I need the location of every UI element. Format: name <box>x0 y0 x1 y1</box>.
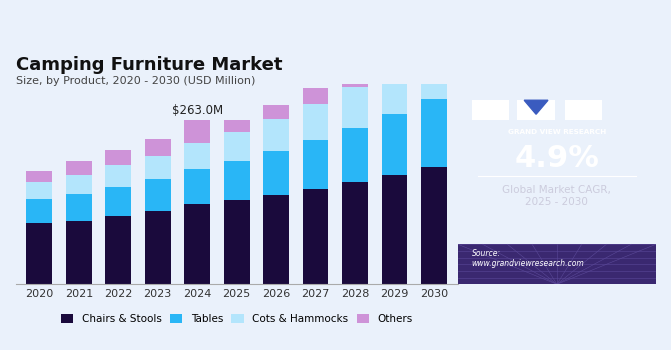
Bar <box>303 140 329 189</box>
Bar <box>382 114 407 175</box>
FancyBboxPatch shape <box>517 100 555 120</box>
Bar <box>105 187 131 216</box>
Bar <box>66 161 92 175</box>
Text: Source:
www.grandviewresearch.com: Source: www.grandviewresearch.com <box>472 248 584 268</box>
Bar <box>382 175 407 284</box>
Bar <box>185 204 210 284</box>
Bar <box>66 220 92 284</box>
Bar <box>105 150 131 166</box>
Bar <box>224 120 250 132</box>
Bar <box>185 169 210 204</box>
Bar <box>342 182 368 284</box>
Bar <box>382 69 407 114</box>
Bar <box>263 151 289 195</box>
Bar <box>224 200 250 284</box>
Bar <box>145 139 170 156</box>
Bar <box>224 132 250 161</box>
Bar <box>421 167 447 284</box>
Polygon shape <box>524 100 548 114</box>
Bar <box>26 223 52 284</box>
Bar <box>303 88 329 104</box>
FancyBboxPatch shape <box>458 244 656 284</box>
Text: Global Market CAGR,
2025 - 2030: Global Market CAGR, 2025 - 2030 <box>503 186 611 207</box>
Bar <box>26 199 52 223</box>
Bar <box>263 119 289 151</box>
Bar <box>26 170 52 182</box>
Bar <box>105 166 131 187</box>
Bar <box>263 195 289 284</box>
Bar <box>66 194 92 220</box>
Text: GRAND VIEW RESEARCH: GRAND VIEW RESEARCH <box>508 129 606 135</box>
Bar <box>185 120 210 143</box>
Bar <box>303 189 329 284</box>
Bar <box>421 26 447 49</box>
Bar <box>342 88 368 128</box>
Bar <box>342 70 368 88</box>
Text: 4.9%: 4.9% <box>515 144 599 173</box>
Bar <box>382 49 407 69</box>
FancyBboxPatch shape <box>565 100 603 120</box>
Bar <box>185 143 210 169</box>
Text: Size, by Product, 2020 - 2030 (USD Million): Size, by Product, 2020 - 2030 (USD Milli… <box>15 76 255 86</box>
Bar <box>224 161 250 200</box>
Text: $263.0M: $263.0M <box>172 104 223 117</box>
Legend: Chairs & Stools, Tables, Cots & Hammocks, Others: Chairs & Stools, Tables, Cots & Hammocks… <box>56 309 417 328</box>
Bar <box>145 179 170 210</box>
Bar <box>66 175 92 194</box>
Bar <box>263 105 289 119</box>
FancyBboxPatch shape <box>472 100 509 120</box>
Text: Camping Furniture Market: Camping Furniture Market <box>15 56 282 74</box>
Bar <box>105 216 131 284</box>
Bar <box>145 156 170 179</box>
Bar <box>303 104 329 140</box>
Bar <box>421 49 447 99</box>
Bar <box>421 99 447 167</box>
Bar <box>145 210 170 284</box>
Bar <box>342 128 368 182</box>
Bar <box>26 182 52 199</box>
